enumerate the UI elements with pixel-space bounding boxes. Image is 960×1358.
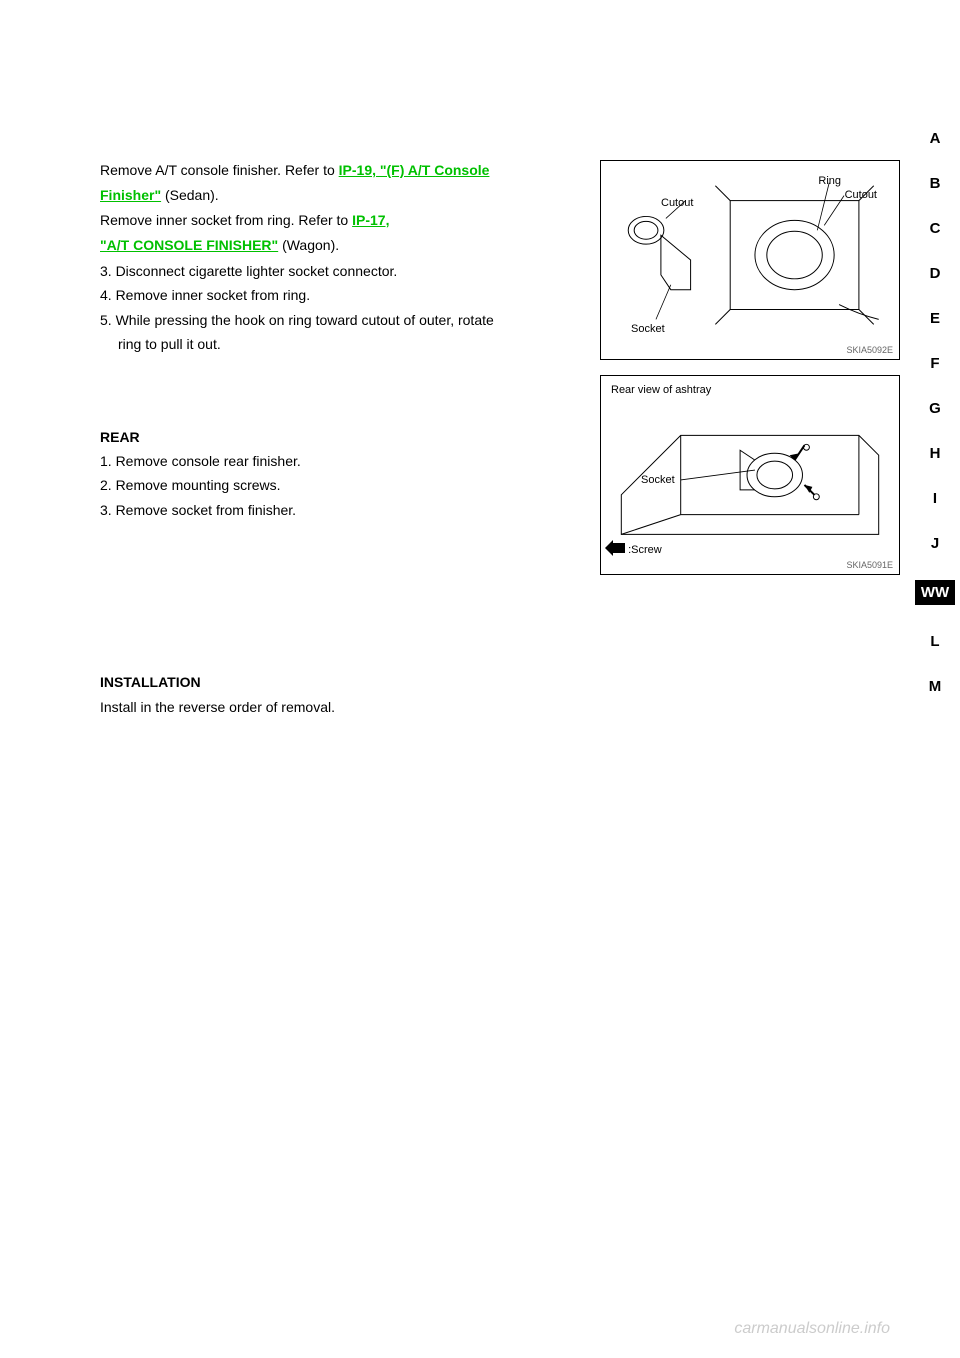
tab-h[interactable]: H — [930, 445, 941, 462]
label-ring: Ring — [818, 175, 841, 187]
main-content: Remove A/T console finisher. Refer to IP… — [100, 160, 550, 720]
watermark: carmanualsonline.info — [734, 1320, 890, 1338]
rear-step-1: 1. Remove console rear finisher. — [100, 450, 550, 472]
tab-f[interactable]: F — [930, 355, 939, 372]
diagram-rear-ashtray: Rear view of ashtray Socket :Screw SKIA5… — [600, 375, 900, 575]
link-at-console-finisher[interactable]: "A/T CONSOLE FINISHER" — [100, 237, 278, 253]
tab-a[interactable]: A — [930, 130, 941, 147]
diagram-socket-ring: Ring Cutout Cutout Socket SKIA5092E — [600, 160, 900, 360]
arrow-icon — [611, 543, 625, 553]
installation-heading: INSTALLATION — [100, 671, 550, 693]
tab-j[interactable]: J — [931, 535, 939, 552]
tab-c[interactable]: C — [930, 220, 941, 237]
at-console-wagon-line: "A/T CONSOLE FINISHER" (Wagon). — [100, 235, 550, 256]
tab-d[interactable]: D — [930, 265, 941, 282]
rear-step-2: 2. Remove mounting screws. — [100, 474, 550, 496]
link-ip19[interactable]: IP-19, "(F) A/T Console — [339, 162, 490, 178]
step-5-cont: ring to pull it out. — [100, 333, 550, 355]
diagram-2-code: SKIA5091E — [846, 560, 893, 570]
rear-step-3: 3. Remove socket from finisher. — [100, 499, 550, 521]
tab-i[interactable]: I — [933, 490, 937, 507]
diagram-1-code: SKIA5092E — [846, 345, 893, 355]
side-nav-tabs: A B C D E F G H I J WW L M — [910, 130, 960, 695]
screw-text: :Screw — [628, 544, 662, 556]
remove-at-finisher-line: Remove A/T console finisher. Refer to IP… — [100, 160, 550, 181]
link-finisher[interactable]: Finisher" — [100, 187, 161, 203]
tab-g[interactable]: G — [929, 400, 941, 417]
label-rear-title: Rear view of ashtray — [611, 384, 711, 396]
label-socket-1: Socket — [631, 323, 665, 335]
remove-inner-socket-line: Remove inner socket from ring. Refer to … — [100, 210, 550, 231]
tab-l[interactable]: L — [930, 633, 939, 650]
text-sedan: (Sedan). — [165, 187, 219, 203]
rear-heading: REAR — [100, 426, 550, 448]
label-cutout-left: Cutout — [661, 197, 693, 209]
label-screw: :Screw — [611, 543, 662, 556]
tab-ww[interactable]: WW — [915, 580, 955, 605]
text-prefix-2: Remove inner socket from ring. Refer to — [100, 212, 352, 228]
label-socket-2: Socket — [641, 474, 675, 486]
installation-text: Install in the reverse order of removal. — [100, 696, 550, 718]
step-3: 3. Disconnect cigarette lighter socket c… — [100, 260, 550, 282]
text-wagon: (Wagon). — [282, 237, 339, 253]
tab-e[interactable]: E — [930, 310, 940, 327]
label-cutout-right: Cutout — [845, 189, 877, 201]
link-ip17[interactable]: IP-17, — [352, 212, 389, 228]
step-5: 5. While pressing the hook on ring towar… — [100, 309, 550, 331]
step-4: 4. Remove inner socket from ring. — [100, 284, 550, 306]
text-prefix-1: Remove A/T console finisher. Refer to — [100, 162, 339, 178]
tab-m[interactable]: M — [929, 678, 942, 695]
finisher-sedan-line: Finisher" (Sedan). — [100, 185, 550, 206]
tab-b[interactable]: B — [930, 175, 941, 192]
